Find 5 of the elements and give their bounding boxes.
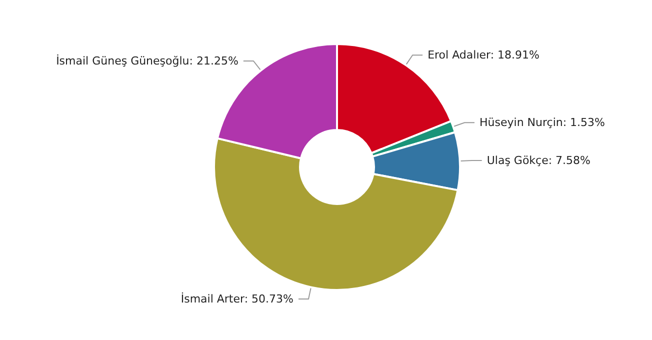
slice-label: İsmail Arter: 50.73%: [180, 291, 294, 306]
slice-label: Ulaş Gökçe: 7.58%: [486, 154, 591, 167]
slice-label: Hüseyin Nurçin: 1.53%: [480, 116, 605, 130]
slice-label: İsmail Güneş Güneşoğlu: 21.25%: [56, 53, 238, 68]
slice-label: Erol Adalıer: 18.91%: [428, 48, 540, 62]
